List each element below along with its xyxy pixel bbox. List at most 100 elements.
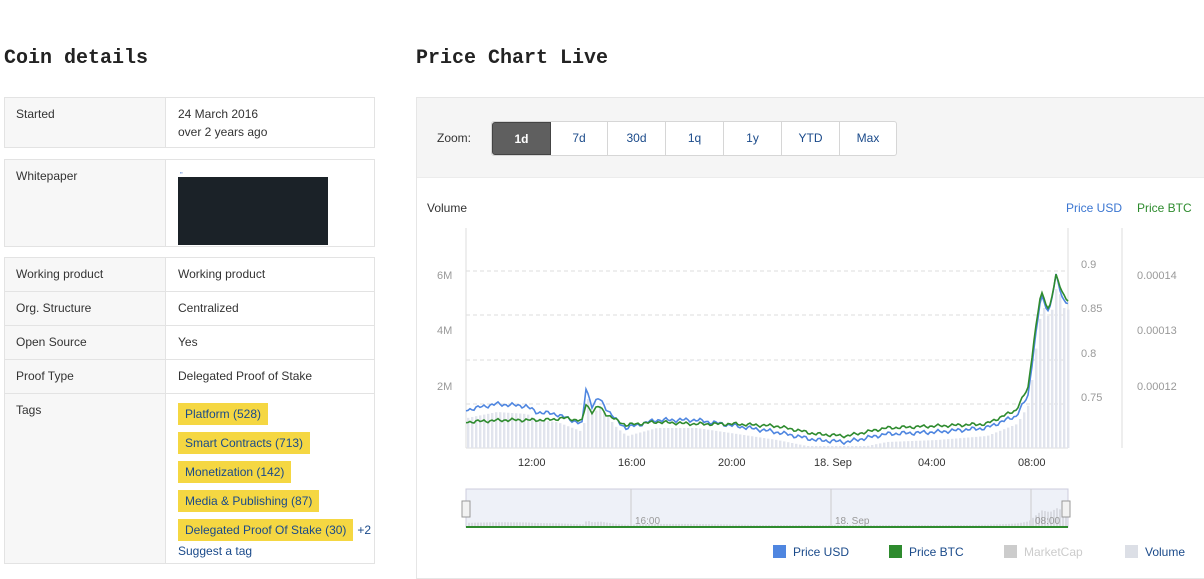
- navigator-bar: [567, 523, 569, 527]
- volume-axis-title: Volume: [427, 201, 468, 215]
- volume-bar: [927, 440, 930, 448]
- navigator-bar: [642, 524, 644, 527]
- navigator-bar: [981, 524, 983, 527]
- volume-bar: [747, 435, 750, 448]
- volume-bar: [599, 406, 602, 448]
- zoom-1q-button[interactable]: 1q: [666, 122, 724, 155]
- zoom-30d-button[interactable]: 30d: [608, 122, 666, 155]
- navigator-bar: [615, 523, 617, 527]
- property-row: Open Source Yes: [4, 325, 375, 360]
- property-label: Open Source: [4, 325, 166, 360]
- zoom-toolbar: Zoom: 1d 7d 30d 1q 1y YTD Max: [417, 98, 1204, 178]
- suggest-tag-link[interactable]: Suggest a tag: [178, 544, 253, 558]
- volume-bar: [795, 443, 798, 448]
- volume-bar: [779, 440, 782, 448]
- volume-bar: [611, 422, 614, 448]
- zoom-7d-button[interactable]: 7d: [551, 122, 608, 155]
- navigator-bar: [1032, 517, 1034, 527]
- volume-bar: [507, 412, 510, 448]
- navigator-bar: [468, 522, 470, 527]
- volume-bar: [951, 438, 954, 448]
- price-btc-series-line: [465, 274, 1069, 439]
- volume-bar: [567, 426, 570, 448]
- volume-bar: [719, 431, 722, 448]
- navigator-bar: [1014, 523, 1016, 527]
- volume-bar: [895, 441, 898, 448]
- navigator-bar: [975, 524, 977, 527]
- navigator-bar: [513, 522, 515, 527]
- usd-tick: 0.75: [1081, 392, 1103, 404]
- price-chart-plot[interactable]: [416, 220, 1204, 460]
- property-row: Proof Type Delegated Proof of Stake: [4, 359, 375, 394]
- volume-bar: [575, 429, 578, 448]
- zoom-1d-button[interactable]: 1d: [492, 122, 551, 155]
- navigator-bar: [501, 522, 503, 527]
- navigator-bar: [999, 524, 1001, 527]
- volume-bar: [1047, 316, 1050, 448]
- navigator-bar: [600, 521, 602, 527]
- navigator-bar: [684, 523, 686, 527]
- navigator-bar: [729, 524, 731, 527]
- zoom-1y-button[interactable]: 1y: [724, 122, 782, 155]
- volume-bar: [739, 434, 742, 448]
- navigator-bar: [1044, 511, 1046, 527]
- volume-bar: [511, 413, 514, 448]
- navigator-bar: [621, 524, 623, 527]
- tag-media-publishing[interactable]: Media & Publishing (87): [178, 490, 320, 512]
- whitepaper-thumbnail[interactable]: ▪▪: [178, 170, 328, 245]
- volume-bar: [763, 438, 766, 448]
- volume-bar: [471, 417, 474, 448]
- started-table: Started 24 March 2016 over 2 years ago: [4, 97, 375, 148]
- volume-bar: [707, 429, 710, 448]
- navigator-bar: [750, 524, 752, 527]
- navigator-bar: [579, 524, 581, 527]
- navigator-bar: [702, 524, 704, 527]
- whitepaper-label: Whitepaper: [4, 159, 166, 247]
- volume-bar: [695, 428, 698, 448]
- volume-bar: [819, 446, 822, 448]
- volume-bar: [767, 438, 770, 448]
- navigator-bar: [558, 523, 560, 527]
- navigator-tick: 16:00: [635, 516, 661, 527]
- navigator-bar: [1011, 523, 1013, 527]
- volume-bar: [1059, 294, 1062, 448]
- legend-volume[interactable]: Volume: [1125, 545, 1185, 559]
- navigator-left-handle[interactable]: [461, 500, 471, 518]
- volume-bar: [939, 439, 942, 448]
- chart-navigator[interactable]: [460, 487, 1076, 531]
- tag-smart-contracts[interactable]: Smart Contracts (713): [178, 432, 311, 454]
- navigator-bar: [1056, 508, 1058, 527]
- navigator-bar: [585, 521, 587, 527]
- navigator-bar: [606, 522, 608, 527]
- navigator-bar: [1065, 510, 1067, 527]
- zoom-max-button[interactable]: Max: [856, 131, 880, 145]
- legend-price-btc[interactable]: Price BTC: [889, 545, 964, 559]
- navigator-right-handle[interactable]: [1061, 500, 1071, 518]
- navigator-bar: [594, 522, 596, 527]
- volume-bar: [967, 437, 970, 448]
- volume-bar: [919, 440, 922, 448]
- x-tick: 08:00: [1018, 457, 1046, 469]
- tag-delegated-proof-of-stake[interactable]: Delegated Proof Of Stake (30): [178, 519, 354, 541]
- volume-bar: [1043, 308, 1046, 448]
- legend-marketcap[interactable]: MarketCap: [1004, 545, 1083, 559]
- volume-bar: [983, 436, 986, 448]
- legend-price-usd[interactable]: Price USD: [773, 545, 849, 559]
- more-tags-link[interactable]: +2: [357, 523, 372, 537]
- tag-platform[interactable]: Platform (528): [178, 403, 269, 425]
- navigator-bar: [522, 522, 524, 527]
- volume-bar: [1051, 309, 1054, 448]
- volume-bar: [1003, 429, 1006, 448]
- zoom-ytd-button[interactable]: YTD: [782, 122, 840, 155]
- volume-bar: [587, 399, 590, 448]
- volume-bar: [591, 411, 594, 448]
- volume-bar: [687, 428, 690, 448]
- navigator-bar: [672, 523, 674, 527]
- tag-monetization[interactable]: Monetization (142): [178, 461, 292, 483]
- navigator-bar: [570, 523, 572, 527]
- navigator-bar: [507, 522, 509, 527]
- navigator-bar: [1023, 522, 1025, 527]
- navigator-bar: [723, 524, 725, 527]
- x-tick: 12:00: [518, 457, 546, 469]
- volume-bar: [671, 428, 674, 448]
